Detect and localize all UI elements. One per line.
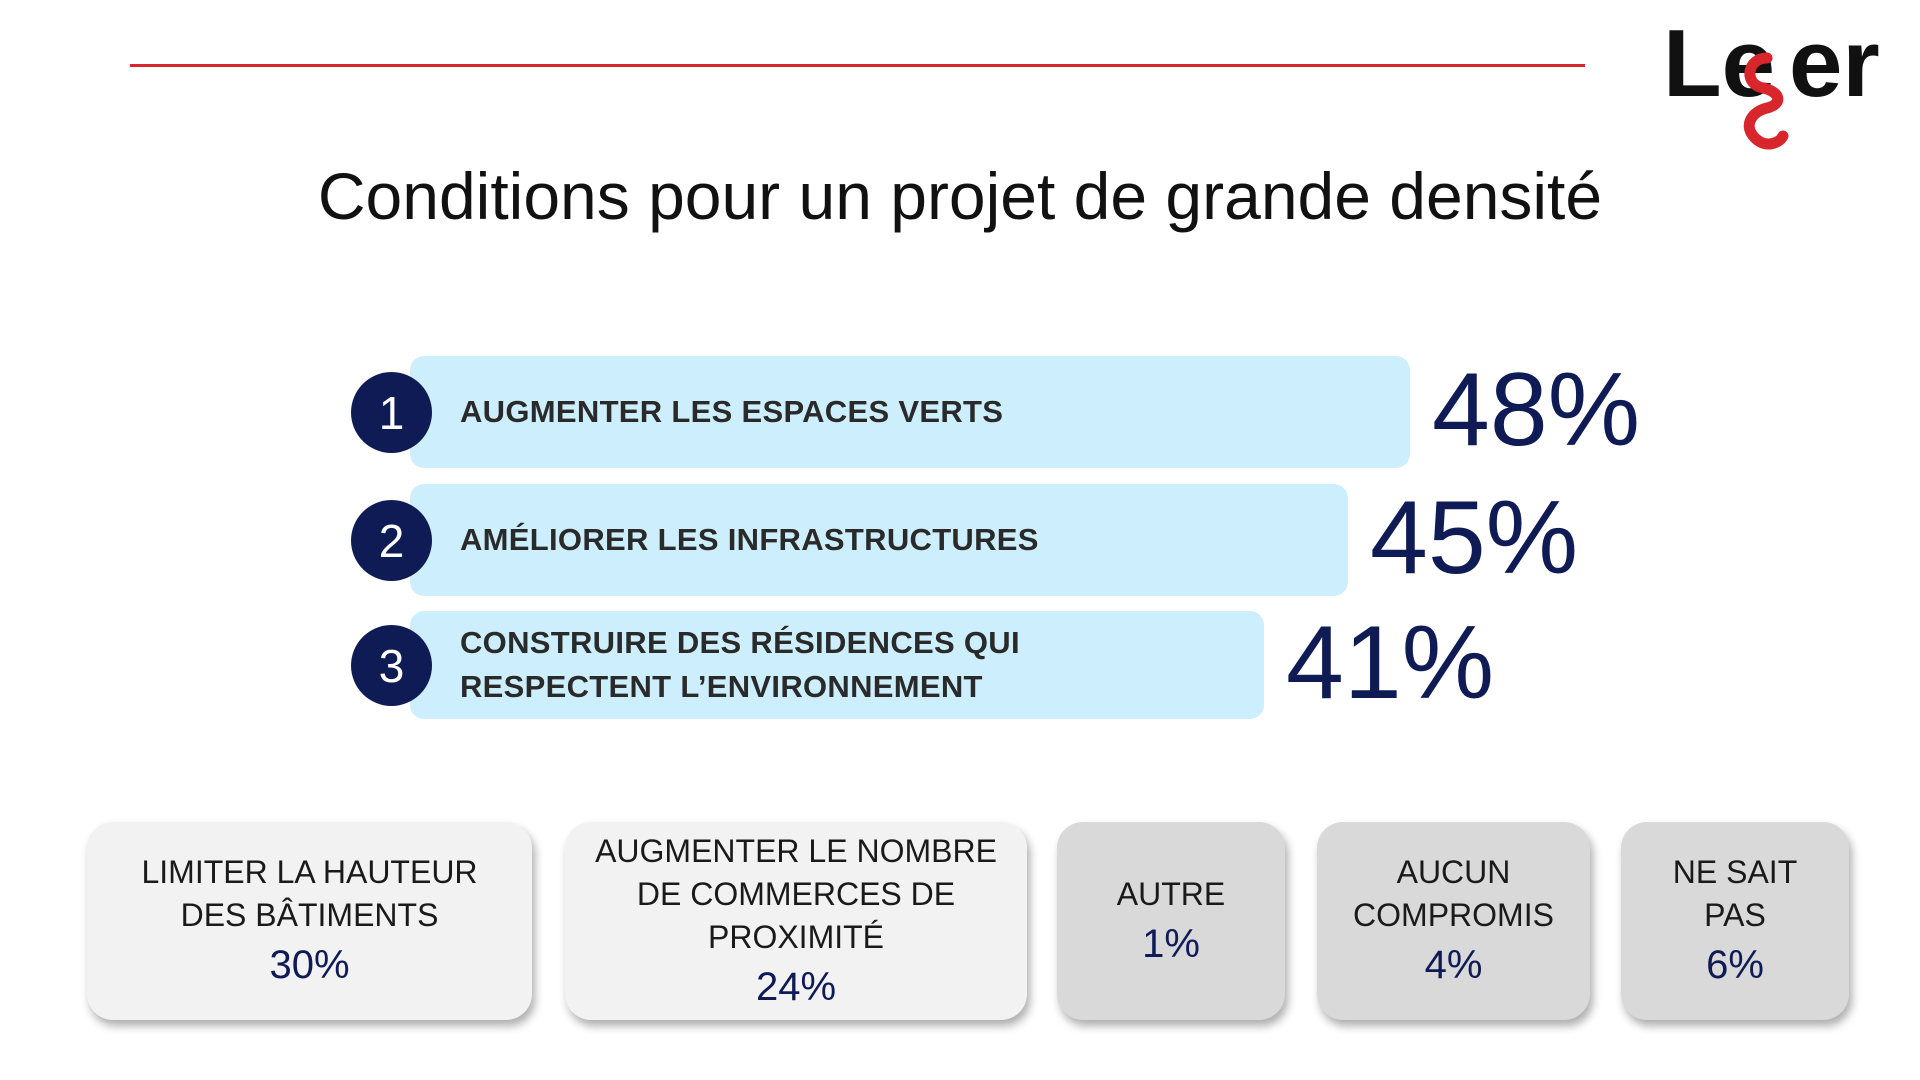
response-value: 30% <box>269 943 350 987</box>
response-card: AUGMENTER LE NOMBRE DE COMMERCES DE PROX… <box>565 822 1027 1020</box>
bar-label: CONSTRUIRE DES RÉSIDENCES QUI RESPECTENT… <box>460 625 1020 704</box>
rank-badge-1: 1 <box>351 372 432 453</box>
response-value: 1% <box>1142 921 1200 966</box>
bar-value-2: 45% <box>1370 480 1579 596</box>
header-rule <box>130 64 1585 67</box>
response-card: NE SAIT PAS 6% <box>1621 822 1849 1020</box>
bar-3: CONSTRUIRE DES RÉSIDENCES QUI RESPECTENT… <box>410 611 1264 719</box>
response-card: AUCUN COMPROMIS 4% <box>1317 822 1590 1020</box>
bar-2: AMÉLIORER LES INFRASTRUCTURES <box>410 484 1348 596</box>
response-value: 24% <box>755 964 837 1009</box>
bar-label: AMÉLIORER LES INFRASTRUCTURES <box>460 522 1039 557</box>
response-value: 4% <box>1424 943 1483 987</box>
response-label: LIMITER LA HAUTEUR DES BÂTIMENTS <box>141 854 478 933</box>
response-label: NE SAIT PAS <box>1672 854 1798 933</box>
response-label: AUGMENTER LE NOMBRE DE COMMERCES DE PROX… <box>595 832 997 955</box>
bar-1: AUGMENTER LES ESPACES VERTS <box>410 356 1410 468</box>
rank-badge-3: 3 <box>351 625 432 706</box>
bar-value-3: 41% <box>1286 605 1495 721</box>
response-card: AUTRE 1% <box>1057 822 1285 1020</box>
bar-value-1: 48% <box>1432 352 1641 468</box>
response-value: 6% <box>1706 943 1764 987</box>
leger-logo: Le er <box>1655 10 1900 154</box>
response-label: AUCUN COMPROMIS <box>1353 854 1554 933</box>
response-label: AUTRE <box>1116 875 1226 912</box>
rank-badge-2: 2 <box>351 500 432 581</box>
response-card: LIMITER LA HAUTEUR DES BÂTIMENTS 30% <box>87 822 532 1020</box>
page-title: Conditions pour un projet de grande dens… <box>317 159 1603 233</box>
svg-text:er: er <box>1789 14 1880 117</box>
bar-label: AUGMENTER LES ESPACES VERTS <box>460 394 1004 429</box>
